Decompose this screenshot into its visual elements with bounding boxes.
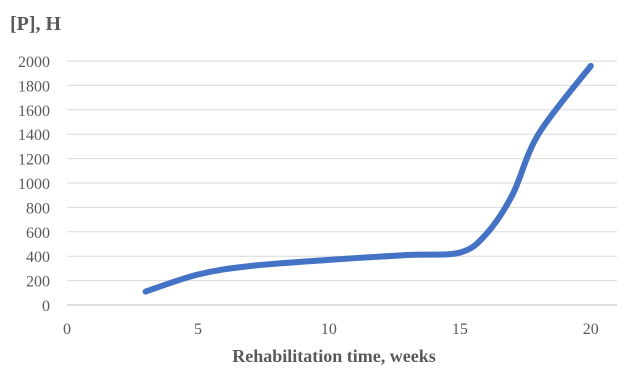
x-tick-labels: 0 5 10 15 20 — [63, 321, 599, 338]
x-tick-label: 0 — [63, 321, 71, 338]
y-tick-label: 1000 — [18, 176, 50, 193]
x-tick-label: 15 — [452, 321, 468, 338]
x-tick-label: 5 — [194, 321, 202, 338]
x-tick-label: 10 — [321, 321, 337, 338]
y-tick-label: 600 — [26, 225, 50, 242]
x-tick-label: 20 — [583, 321, 599, 338]
gridlines — [67, 61, 617, 305]
y-tick-label: 2000 — [18, 54, 50, 71]
x-axis-title: Rehabilitation time, weeks — [232, 346, 435, 366]
y-tick-label: 1400 — [18, 127, 50, 144]
y-tick-labels: 0 200 400 600 800 1000 1200 1400 1600 1800 2000 — [18, 54, 50, 315]
series-group — [145, 66, 590, 292]
y-tick-label: 1600 — [18, 103, 50, 120]
y-tick-label: 1200 — [18, 152, 50, 169]
y-tick-label: 200 — [26, 274, 50, 291]
series-line-0 — [146, 66, 591, 292]
y-tick-label: 1800 — [18, 78, 50, 95]
y-axis-title: [P], H — [10, 13, 62, 35]
y-tick-label: 800 — [26, 200, 50, 217]
y-tick-label: 400 — [26, 249, 50, 266]
y-tick-label: 0 — [42, 298, 50, 315]
